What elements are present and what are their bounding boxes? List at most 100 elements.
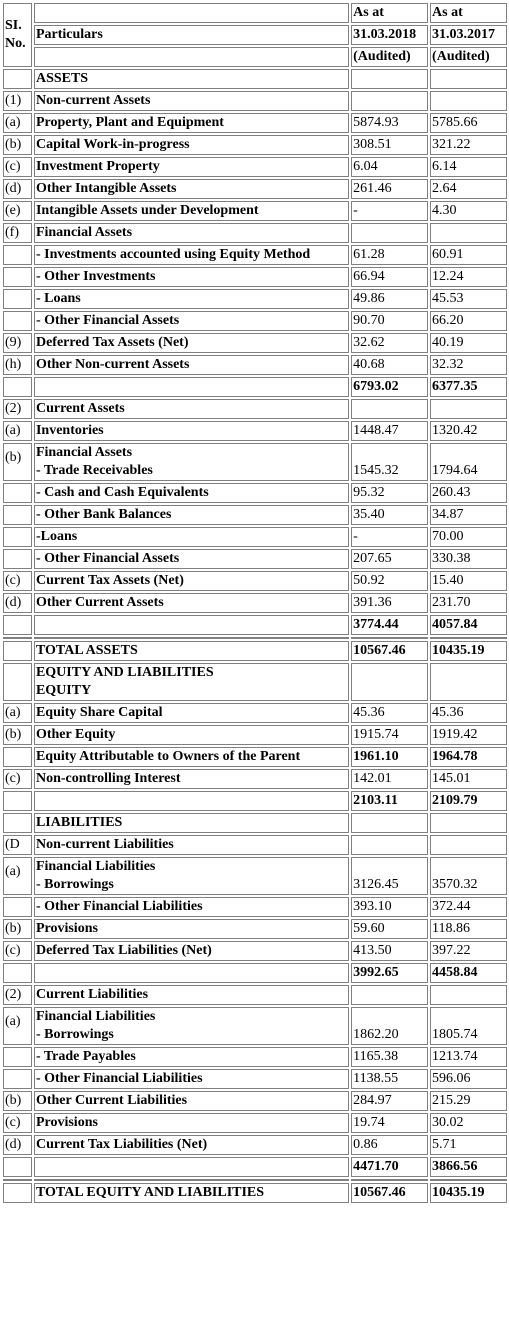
- value-2017-cell: [430, 399, 507, 419]
- particulars-cell: Other Current Liabilities: [33, 1091, 350, 1111]
- value-2018-cell: 1915.74: [351, 725, 429, 745]
- value-2017-cell: 145.01: [430, 769, 507, 789]
- particulars-cell: - Loans: [33, 289, 350, 309]
- table-row: [3, 637, 507, 639]
- col1-date: 31.03.2018: [351, 25, 429, 45]
- value-2017-cell: 5785.66: [430, 113, 507, 133]
- particulars-line-2: - Borrowings: [35, 877, 114, 892]
- value-2017-cell: 5.71: [430, 1135, 507, 1155]
- particulars-cell: Financial Assets - Trade Receivables: [33, 443, 350, 481]
- value-2018-cell: 1961.10: [351, 747, 429, 767]
- value-2018-cell: 1545.32: [351, 443, 429, 481]
- value-2018-cell: 40.68: [351, 355, 429, 375]
- particulars-cell: - Other Bank Balances: [33, 505, 350, 525]
- value-2018-cell: 10567.46: [351, 641, 429, 661]
- value-2018-cell: 3774.44: [351, 615, 429, 635]
- particulars-line-2: - Trade Receivables: [35, 463, 153, 478]
- value-2017-cell: 596.06: [430, 1069, 507, 1089]
- particulars-cell: LIABILITIES: [33, 813, 350, 833]
- sl-no-cell: [3, 747, 32, 767]
- value-2018-cell: 95.32: [351, 483, 429, 503]
- particulars-cell: Equity Share Capital: [33, 703, 350, 723]
- value-2018-cell: [351, 835, 429, 855]
- sl-no-cell: [3, 69, 32, 89]
- value-2017-cell: 231.70: [430, 593, 507, 613]
- table-row: 3774.44 4057.84: [3, 615, 507, 635]
- sl-no-cell: [3, 483, 32, 503]
- value-2018-cell: 1165.38: [351, 1047, 429, 1067]
- value-2018-cell: 50.92: [351, 571, 429, 591]
- particulars-cell: -Loans: [33, 527, 350, 547]
- table-row: (b) Provisions 59.60 118.86: [3, 919, 507, 939]
- value-2017-cell: 66.20: [430, 311, 507, 331]
- table-row: (b) Financial Assets - Trade Receivables 15…: [3, 443, 507, 481]
- particulars-cell: TOTAL EQUITY AND LIABILITIES: [33, 1183, 350, 1203]
- table-row: (a) Financial Liabilities - Borrowings 1862…: [3, 1007, 507, 1045]
- sl-no-cell: (a): [3, 857, 32, 895]
- table-row: (a) Equity Share Capital 45.36 45.36: [3, 703, 507, 723]
- sl-no-cell: [3, 527, 32, 547]
- particulars-cell: Financial Liabilities - Borrowings: [33, 1007, 350, 1045]
- sl-no-cell: (b): [3, 135, 32, 155]
- particulars-cell: Intangible Assets under Development: [33, 201, 350, 221]
- sl-no-cell: [3, 663, 32, 701]
- value-2017-cell: 30.02: [430, 1113, 507, 1133]
- sl-no-cell: (c): [3, 941, 32, 961]
- value-2017-cell: 372.44: [430, 897, 507, 917]
- value-2018-cell: 66.94: [351, 267, 429, 287]
- sl-no-cell: [3, 549, 32, 569]
- table-row: - Other Bank Balances 35.40 34.87: [3, 505, 507, 525]
- sl-no-cell: [3, 791, 32, 811]
- sl-no-cell: (d): [3, 179, 32, 199]
- header-blank-2: [33, 47, 350, 67]
- value-2018-cell: 90.70: [351, 311, 429, 331]
- value-2018-cell: 5874.93: [351, 113, 429, 133]
- sl-no-cell: (a): [3, 421, 32, 441]
- table-row: (a) Inventories 1448.47 1320.42: [3, 421, 507, 441]
- col1-status: (Audited): [351, 47, 429, 67]
- value-2017-cell: 1805.74: [430, 1007, 507, 1045]
- particulars-cell: Other Current Assets: [33, 593, 350, 613]
- value-2017-cell: 12.24: [430, 267, 507, 287]
- value-2017-cell: 32.32: [430, 355, 507, 375]
- value-2018-cell: [351, 399, 429, 419]
- particulars-cell: - Investments accounted using Equity Met…: [33, 245, 350, 265]
- sl-no-cell: [3, 1183, 32, 1203]
- sl-no-cell: [3, 1069, 32, 1089]
- value-2017-cell: 1213.74: [430, 1047, 507, 1067]
- particulars-cell: Equity Attributable to Owners of the Par…: [33, 747, 350, 767]
- value-2018-cell: 1862.20: [351, 1007, 429, 1045]
- table-row: 3992.65 4458.84: [3, 963, 507, 983]
- particulars-cell: [33, 637, 350, 639]
- table-row: - Investments accounted using Equity Met…: [3, 245, 507, 265]
- table-row: (f) Financial Assets: [3, 223, 507, 243]
- sl-no-cell: (c): [3, 157, 32, 177]
- col1-as-at: As at: [351, 3, 429, 23]
- sl-no-cell: (1): [3, 91, 32, 111]
- particulars-cell: EQUITY AND LIABILITIES EQUITY: [33, 663, 350, 701]
- value-2017-cell: 330.38: [430, 549, 507, 569]
- value-2017-cell: 397.22: [430, 941, 507, 961]
- value-2018-cell: 391.36: [351, 593, 429, 613]
- particulars-cell: Financial Liabilities - Borrowings: [33, 857, 350, 895]
- particulars-header: Particulars: [33, 25, 350, 45]
- sl-no-cell: (b): [3, 1091, 32, 1111]
- value-2018-cell: [351, 223, 429, 243]
- value-2017-cell: 1919.42: [430, 725, 507, 745]
- value-2018-cell: [351, 637, 429, 639]
- value-2017-cell: 3866.56: [430, 1157, 507, 1177]
- sl-no-cell: (b): [3, 725, 32, 745]
- particulars-line-1: Financial Assets: [35, 445, 133, 460]
- table-row: (a) Financial Liabilities - Borrowings 3126…: [3, 857, 507, 895]
- particulars-cell: Capital Work-in-progress: [33, 135, 350, 155]
- particulars-cell: [33, 1157, 350, 1177]
- sl-no-cell: (9): [3, 333, 32, 353]
- table-row: 6793.02 6377.35: [3, 377, 507, 397]
- sl-no-cell: [3, 245, 32, 265]
- particulars-cell: [33, 963, 350, 983]
- value-2017-cell: 1964.78: [430, 747, 507, 767]
- table-row: (c) Provisions 19.74 30.02: [3, 1113, 507, 1133]
- value-2018-cell: 142.01: [351, 769, 429, 789]
- value-2017-cell: [430, 69, 507, 89]
- sl-no-cell: (h): [3, 355, 32, 375]
